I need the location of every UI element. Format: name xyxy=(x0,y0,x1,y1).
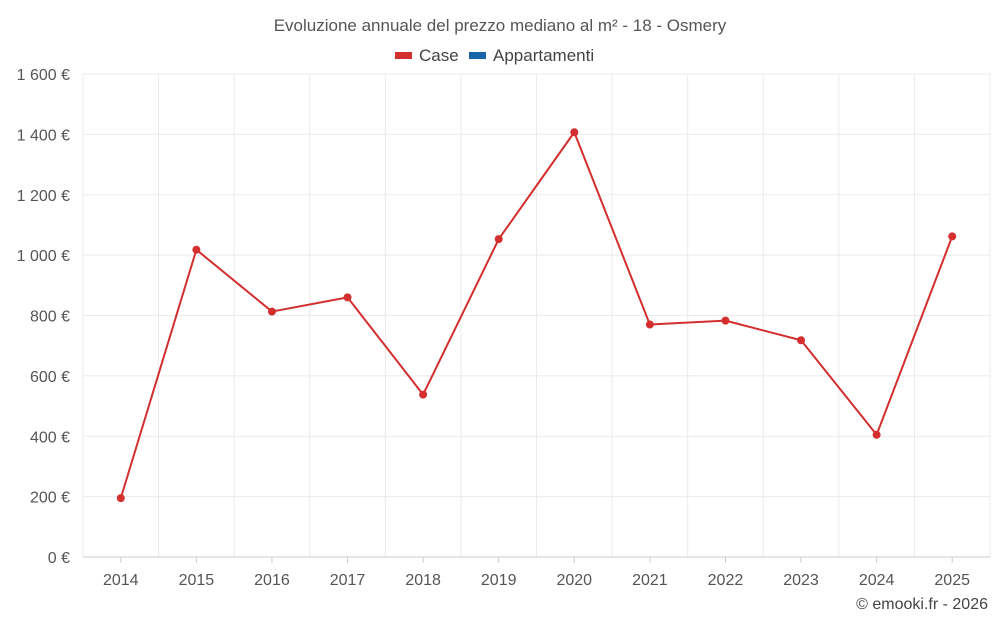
y-tick-label: 0 € xyxy=(48,550,70,567)
y-tick-label: 1 200 € xyxy=(17,188,70,205)
legend-item-case[interactable]: Case xyxy=(395,46,459,65)
data-point[interactable] xyxy=(721,316,730,325)
x-tick-label: 2025 xyxy=(934,572,970,589)
x-tick-label: 2024 xyxy=(859,572,895,589)
credit-text: © emooki.fr - 2026 xyxy=(856,596,988,613)
data-point[interactable] xyxy=(872,430,881,439)
x-tick-label: 2020 xyxy=(556,572,592,589)
x-tick-label: 2017 xyxy=(330,572,366,589)
data-point[interactable] xyxy=(570,128,579,137)
y-tick-label: 200 € xyxy=(30,490,70,507)
data-point[interactable] xyxy=(797,336,806,345)
data-point[interactable] xyxy=(645,320,654,329)
legend-item-appartamenti[interactable]: Appartamenti xyxy=(469,46,594,65)
x-axis: 2014 2015 2016 2017 2018 2019 2020 2021 2022 2023… xyxy=(83,556,990,589)
x-tick-label: 2018 xyxy=(405,572,441,589)
x-tick-label: 2021 xyxy=(632,572,668,589)
chart-title: Evoluzione annuale del prezzo mediano al… xyxy=(274,16,727,35)
x-tick-label: 2015 xyxy=(179,572,215,589)
x-tick-label: 2022 xyxy=(708,572,744,589)
y-tick-label: 800 € xyxy=(30,309,70,326)
y-tick-label: 1 400 € xyxy=(17,127,70,144)
data-point[interactable] xyxy=(267,307,276,316)
y-axis: 0 € 200 € 400 € 600 € 800 € 1 000 € 1 200 € 1 4… xyxy=(17,67,70,567)
data-point[interactable] xyxy=(948,232,957,241)
data-point[interactable] xyxy=(116,494,125,503)
x-tick-label: 2023 xyxy=(783,572,819,589)
y-tick-label: 1 600 € xyxy=(17,67,70,84)
legend-label-appartamenti: Appartamenti xyxy=(493,46,594,65)
legend-swatch-case xyxy=(395,52,412,59)
legend-swatch-appartamenti xyxy=(469,52,486,59)
legend-label-case: Case xyxy=(419,46,459,65)
legend: Case Appartamenti xyxy=(395,46,594,65)
y-tick-label: 1 000 € xyxy=(17,248,70,265)
x-tick-label: 2014 xyxy=(103,572,139,589)
data-point[interactable] xyxy=(192,245,201,254)
series-line xyxy=(119,131,954,499)
x-tick-label: 2016 xyxy=(254,572,290,589)
grid xyxy=(82,73,991,557)
data-point[interactable] xyxy=(494,235,503,244)
y-tick-label: 400 € xyxy=(30,429,70,446)
y-tick-label: 600 € xyxy=(30,369,70,386)
data-point[interactable] xyxy=(419,390,428,399)
data-point[interactable] xyxy=(343,293,352,302)
series-case xyxy=(116,128,957,503)
x-tick-label: 2019 xyxy=(481,572,517,589)
